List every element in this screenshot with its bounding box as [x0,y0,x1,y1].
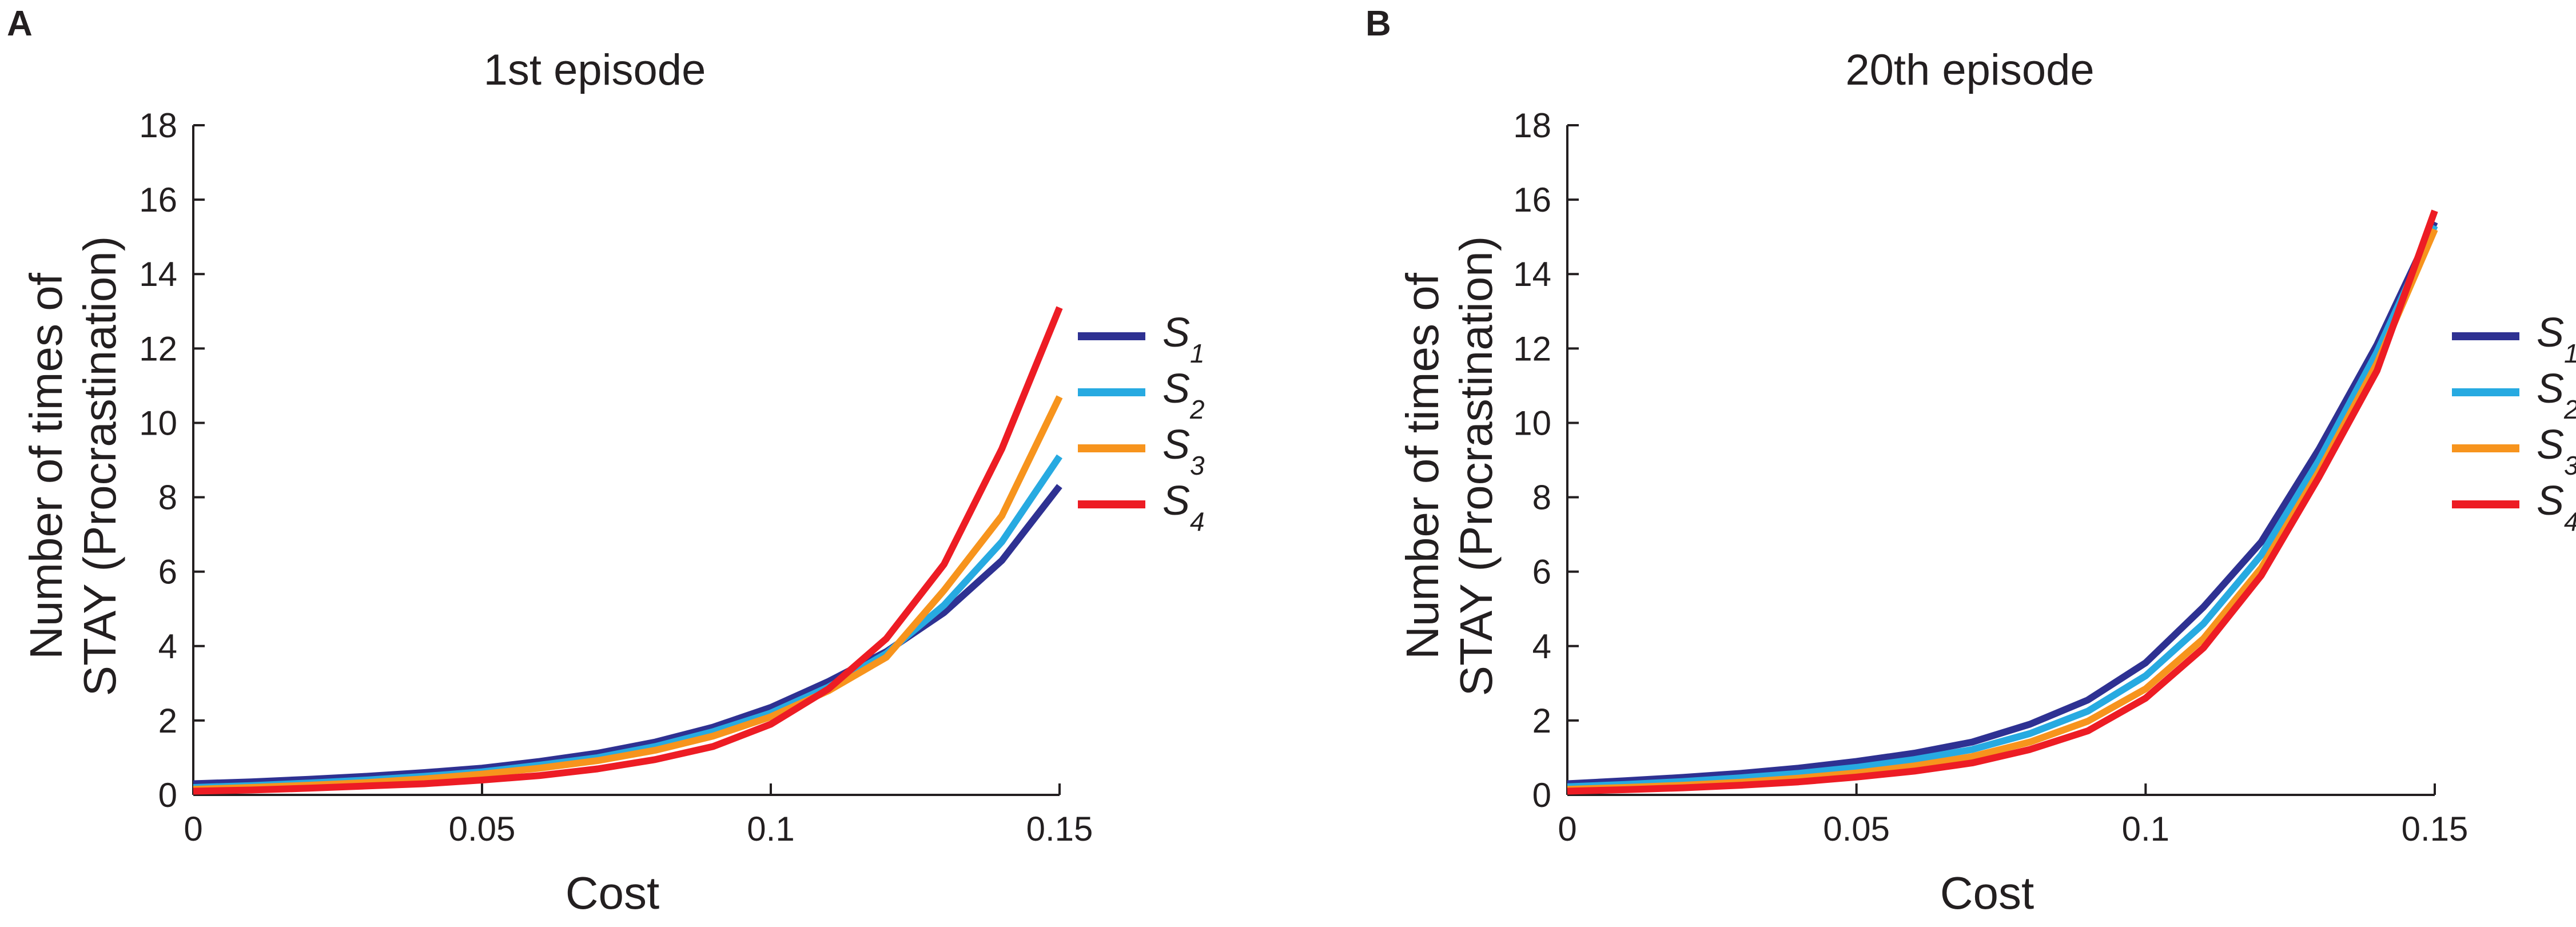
panel-a-y-tick-label: 12 [139,329,177,368]
panel-b-x-tick-label: 0.1 [2122,810,2169,848]
panel-a-x-axis-label: Cost [566,868,660,918]
panel-b-y-tick-label: 0 [1532,776,1551,814]
panel-b-y-axis-label-line2: STAY (Procrastination) [1451,236,1502,697]
panel-a-y-tick-label: 16 [139,181,177,219]
panel-b-series-line-s2 [1567,224,2438,790]
panel-a: A 1st episode 0 2 4 6 8 10 12 14 16 18 0 0.05 0.1 0.1… [7,4,1205,918]
panel-b-x-axis-label: Cost [1940,868,2034,918]
panel-b-series-line-s3 [1567,228,2438,793]
panel-b-y-tick-label: 10 [1513,404,1551,442]
panel-b: B 20th episode 0 2 4 6 8 10 12 14 16 18 0 0.05 0.1 0.… [1365,4,2576,918]
panel-a-y-tick-label: 6 [158,553,177,591]
panel-a-y-axis-label-line1: Number of times of [21,272,71,659]
panel-a-y-tick-label: 0 [158,776,177,814]
panel-b-y-tick-label: 14 [1513,255,1551,293]
panel-b-y-tick-label: 12 [1513,329,1551,368]
panel-b-y-tick-label: 4 [1532,627,1551,666]
panel-a-x-tick-label: 0.05 [449,810,516,848]
panel-a-title: 1st episode [484,46,706,94]
panel-a-y-axis-label-line2: STAY (Procrastination) [74,236,125,697]
panel-b-series-line-s4 [1567,209,2438,795]
panel-b-y-tick-label: 8 [1532,479,1551,517]
panel-a-x-tick-label: 0.1 [747,810,794,848]
panel-a-plot: 0 2 4 6 8 10 12 14 16 18 0 0.05 0.1 0.15 [139,106,1093,848]
panel-b-x-tick-label: 0.15 [2402,810,2468,848]
panel-a-legend-label-s1: S1 [1162,310,1205,368]
panel-b-x-tick-label: 0 [1558,810,1576,848]
panel-b-y-axis-label-line1: Number of times of [1397,272,1448,659]
panel-b-legend-label-s4: S4 [2537,478,2576,536]
panel-a-y-tick-label: 4 [158,627,177,666]
panel-b-series-line-s1 [1567,220,2438,787]
panel-b-y-tick-label: 18 [1513,106,1551,145]
panel-a-y-tick-label: 2 [158,702,177,740]
panel-a-legend-label-s3: S3 [1162,422,1205,480]
panel-b-x-tick-label: 0.05 [1823,810,1890,848]
panel-a-legend-label-s4: S4 [1162,478,1205,536]
panel-letter-a: A [7,4,33,43]
panel-a-y-tick-label: 14 [139,255,177,293]
panel-a-series-line-s3 [193,395,1063,793]
panel-b-legend-label-s1: S1 [2537,310,2576,368]
panel-a-y-tick-label: 10 [139,404,177,442]
panel-a-y-tick-label: 8 [158,479,177,517]
panel-b-y-tick-label: 16 [1513,181,1551,219]
panel-b-title: 20th episode [1845,46,2094,94]
panel-b-y-tick-label: 6 [1532,553,1551,591]
panel-b-legend-label-s2: S2 [2537,366,2576,424]
panel-a-series-line-s1 [193,484,1062,787]
panel-a-y-tick-label: 18 [139,106,177,145]
panel-a-legend-label-s2: S2 [1162,366,1205,424]
panel-b-legend-label-s3: S3 [2537,422,2576,480]
panel-a-x-tick-label: 0 [184,810,202,848]
panel-a-series-line-s4 [193,306,1063,795]
panel-b-y-tick-label: 2 [1532,702,1551,740]
panel-a-x-tick-label: 0.15 [1026,810,1093,848]
panel-b-plot: 0 2 4 6 8 10 12 14 16 18 0 0.05 0.1 0.15 [1513,106,2468,848]
panel-letter-b: B [1365,4,1391,43]
